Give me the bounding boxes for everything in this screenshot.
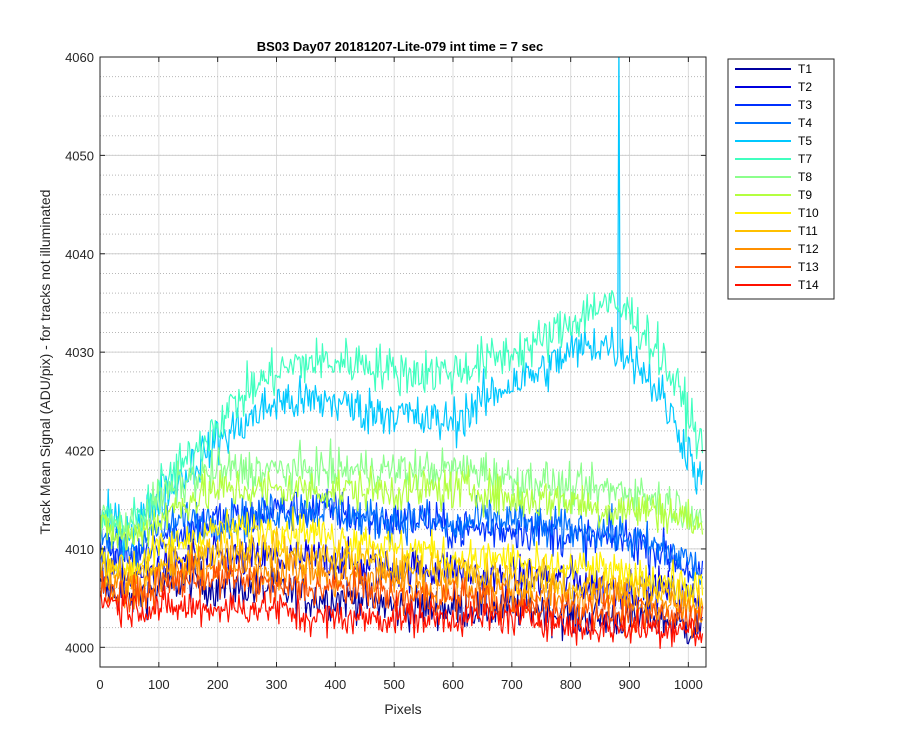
series-line-t8 xyxy=(100,438,703,550)
series-line-t13 xyxy=(100,554,704,639)
legend-label-t10[interactable]: T10 xyxy=(798,206,819,220)
y-tick-label: 4010 xyxy=(65,542,94,557)
y-tick-label: 4020 xyxy=(65,444,94,459)
legend-label-t8[interactable]: T8 xyxy=(798,170,812,184)
legend-box xyxy=(727,58,835,300)
y-tick-label: 4040 xyxy=(65,247,94,262)
x-tick-label: 200 xyxy=(207,677,229,692)
legend-label-t7[interactable]: T7 xyxy=(798,152,812,166)
legend-label-t1[interactable]: T1 xyxy=(798,62,812,76)
legend-label-t13[interactable]: T13 xyxy=(798,260,819,274)
y-tick-label: 4000 xyxy=(65,640,94,655)
legend-label-t3[interactable]: T3 xyxy=(798,98,812,112)
legend-label-t5[interactable]: T5 xyxy=(798,134,812,148)
x-tick-label: 100 xyxy=(148,677,170,692)
legend[interactable]: T1 T2 T3 T4 T5 T7 T8 T9 T10 T11 T12 T13 T14 xyxy=(727,58,835,300)
x-tick-label: 500 xyxy=(383,677,405,692)
series-line-t14 xyxy=(100,585,704,649)
x-tick-label: 300 xyxy=(266,677,288,692)
y-tick-label: 4060 xyxy=(65,50,94,65)
y-axis-label: Track Mean Signal (ADU/pix) - for tracks… xyxy=(37,190,53,535)
series-line-t10 xyxy=(100,506,704,610)
y-tick-label: 4030 xyxy=(65,345,94,360)
series-line-t5 xyxy=(100,57,704,560)
series-group xyxy=(100,57,704,649)
x-tick-label: 400 xyxy=(324,677,346,692)
legend-label-t14[interactable]: T14 xyxy=(798,278,819,292)
chart-title: BS03 Day07 20181207-Lite-079 int time = … xyxy=(257,39,544,54)
x-tick-label: 600 xyxy=(442,677,464,692)
legend-label-t2[interactable]: T2 xyxy=(798,80,812,94)
series-line-t7 xyxy=(100,290,704,540)
series-line-t9 xyxy=(100,463,704,551)
x-tick-label: 0 xyxy=(96,677,103,692)
x-axis-label: Pixels xyxy=(384,701,421,717)
x-tick-label: 700 xyxy=(501,677,523,692)
legend-label-t9[interactable]: T9 xyxy=(798,188,812,202)
x-tick-label: 800 xyxy=(560,677,582,692)
y-tick-label: 4050 xyxy=(65,148,94,163)
legend-label-t11[interactable]: T11 xyxy=(798,224,818,238)
axes: 0 100 200 300 400 500 600 700 800 900 1000 4000 4010… xyxy=(65,50,707,692)
axes-box xyxy=(99,56,707,668)
legend-label-t12[interactable]: T12 xyxy=(798,242,819,256)
x-tick-label: 1000 xyxy=(674,677,703,692)
legend-label-t4[interactable]: T4 xyxy=(798,116,812,130)
x-tick-label: 900 xyxy=(619,677,641,692)
